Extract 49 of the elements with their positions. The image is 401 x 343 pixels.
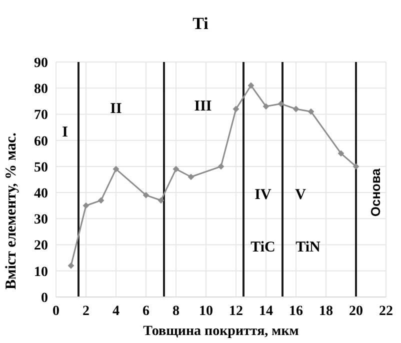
x-axis-title: Товщина покриття, мкм <box>143 324 300 339</box>
annotation: TiC <box>250 239 276 256</box>
point <box>172 166 180 172</box>
y-tick-label: 80 <box>34 82 48 98</box>
annotation: IV <box>254 187 272 204</box>
x-tick-label: 4 <box>112 304 120 319</box>
y-tick-label: 20 <box>34 238 48 254</box>
point <box>292 106 300 112</box>
annotation: II <box>110 101 122 117</box>
x-tick-label: 20 <box>349 304 363 319</box>
x-tick-label: 10 <box>199 304 213 319</box>
x-tick-label: 0 <box>52 304 60 319</box>
x-tick-label: 22 <box>379 304 393 319</box>
y-tick-label: 50 <box>34 160 48 176</box>
y-tick-label: 40 <box>34 186 48 202</box>
point <box>68 262 74 269</box>
x-tick-label: 14 <box>259 304 273 319</box>
y-tick-label: 30 <box>34 212 48 228</box>
point <box>308 108 314 115</box>
point <box>232 106 240 112</box>
chart-title: Ti <box>192 14 210 34</box>
point <box>82 202 90 209</box>
y-tick-label: 90 <box>34 56 48 71</box>
x-tick-label: 6 <box>142 304 150 319</box>
x-tick-label: 2 <box>82 304 90 319</box>
annotation: Основа <box>368 168 383 217</box>
y-tick-label: 70 <box>34 108 48 124</box>
y-tick-label: 0 <box>41 290 48 306</box>
point <box>142 192 150 198</box>
x-tick-label: 12 <box>229 304 243 319</box>
point <box>158 197 164 204</box>
y-axis-title: Вміст елементу, % мас. <box>3 132 20 290</box>
point <box>338 150 344 157</box>
x-tick-label: 16 <box>289 304 303 319</box>
point <box>218 163 224 170</box>
y-tick-label: 10 <box>34 264 48 280</box>
point <box>352 163 360 170</box>
annotation: III <box>194 98 212 114</box>
annotation: TiN <box>296 239 321 256</box>
point <box>98 197 104 204</box>
point <box>248 82 254 89</box>
x-tick-label: 18 <box>319 304 333 319</box>
point <box>188 174 194 180</box>
annotation: I <box>62 124 68 140</box>
point <box>262 103 270 110</box>
y-tick-label: 60 <box>34 134 48 150</box>
x-tick-label: 8 <box>172 304 180 319</box>
annotation: V <box>295 187 306 204</box>
point <box>112 166 120 172</box>
